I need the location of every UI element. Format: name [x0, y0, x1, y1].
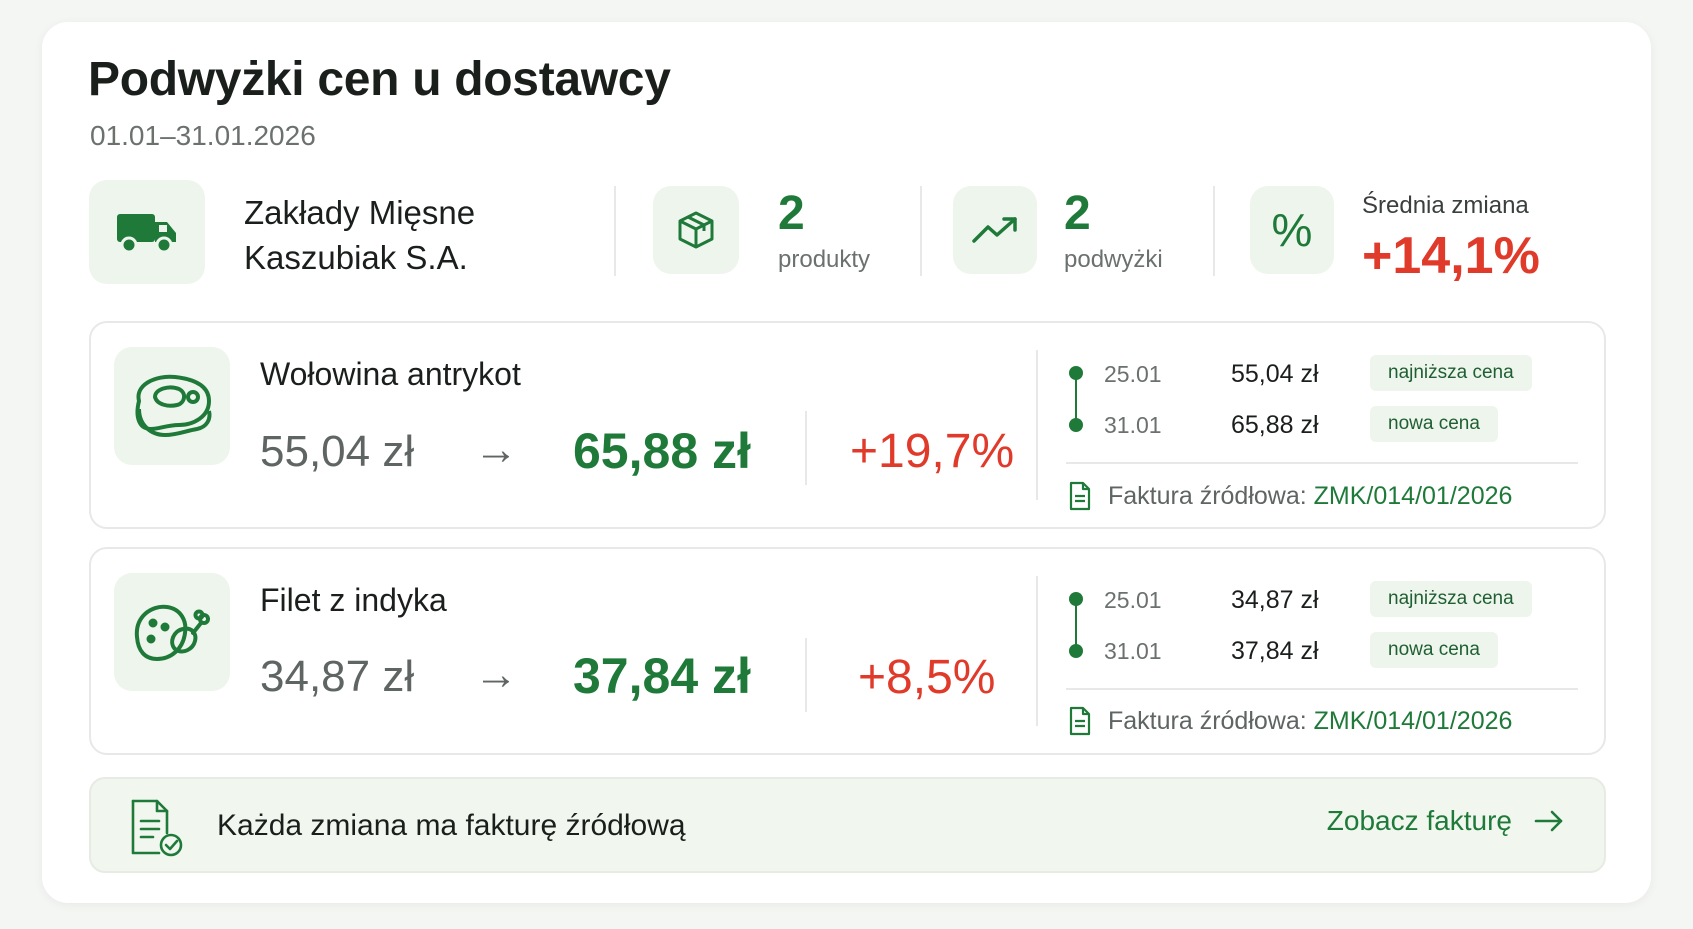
source-invoice[interactable]: Faktura źródłowa: ZMK/014/01/2026 — [1068, 706, 1512, 736]
invoice-number[interactable]: ZMK/014/01/2026 — [1313, 706, 1513, 735]
history-date: 25.01 — [1104, 361, 1162, 387]
timeline-line — [1075, 372, 1077, 424]
history-price: 37,84 zł — [1231, 637, 1319, 665]
supplier-name-line1: Zakłady Mięsne — [244, 194, 476, 231]
arrow-right-icon: → — [474, 650, 518, 699]
products-label: produkty — [778, 246, 871, 273]
price-change: +19,7% — [850, 425, 1015, 478]
document-icon — [1069, 481, 1091, 511]
product-card-turkey[interactable] — [89, 547, 1606, 755]
percent-icon: % — [1250, 186, 1334, 274]
divider — [920, 186, 922, 276]
history-price: 34,87 zł — [1231, 586, 1319, 614]
new-price: 65,88 zł — [573, 423, 751, 479]
divider — [1036, 576, 1038, 726]
timeline-dot — [1069, 592, 1083, 606]
increases-label: podwyżki — [1064, 246, 1163, 273]
avg-change-value: +14,1% — [1362, 227, 1540, 285]
timeline-dot — [1069, 644, 1083, 658]
history-price: 65,88 zł — [1231, 411, 1319, 439]
box-icon — [653, 186, 739, 274]
history-date: 31.01 — [1104, 638, 1162, 664]
price-change: +8,5% — [858, 651, 996, 704]
invoice-number[interactable]: ZMK/014/01/2026 — [1313, 481, 1513, 510]
divider — [805, 638, 807, 712]
page-title: Podwyżki cen u dostawcy — [88, 53, 671, 106]
new-price-badge: nowa cena — [1370, 406, 1498, 442]
document-check-icon — [129, 799, 185, 857]
divider — [614, 186, 616, 276]
history-date: 25.01 — [1104, 587, 1162, 613]
arrow-right-icon: → — [474, 425, 518, 474]
steak-icon — [114, 347, 230, 465]
supplier-name: Zakłady Mięsne Kaszubiak S.A. — [244, 190, 574, 280]
avg-change-label: Średnia zmiana — [1362, 192, 1529, 219]
products-count: 2 — [778, 187, 805, 240]
product-name: Filet z indyka — [260, 582, 447, 618]
percent-symbol: % — [1271, 204, 1313, 256]
product-name: Wołowina antrykot — [260, 356, 521, 392]
timeline-line — [1075, 598, 1077, 650]
divider — [1213, 186, 1215, 276]
arrow-right-icon — [1534, 810, 1563, 832]
new-price: 37,84 zł — [573, 648, 751, 704]
old-price: 34,87 zł — [260, 652, 415, 701]
new-price-badge: nowa cena — [1370, 632, 1498, 668]
invoice-label: Faktura źródłowa: — [1108, 706, 1307, 735]
divider — [1036, 350, 1038, 500]
product-card-beef[interactable] — [89, 321, 1606, 529]
history-date: 31.01 — [1104, 412, 1162, 438]
divider — [1066, 688, 1578, 690]
trending-up-icon — [953, 186, 1037, 274]
supplier-name-line2: Kaszubiak S.A. — [244, 239, 468, 276]
footer-bar: Każda zmiana ma fakturę źródłową Zobacz … — [89, 777, 1606, 873]
date-range: 01.01–31.01.2026 — [90, 120, 316, 151]
source-invoice[interactable]: Faktura źródłowa: ZMK/014/01/2026 — [1068, 481, 1512, 511]
document-icon — [1069, 706, 1091, 736]
lowest-price-badge: najniższa cena — [1370, 581, 1532, 617]
divider — [805, 411, 807, 485]
invoice-label: Faktura źródłowa: — [1108, 481, 1307, 510]
divider — [1066, 462, 1578, 464]
history-price: 55,04 zł — [1231, 360, 1319, 388]
poultry-icon — [114, 573, 230, 691]
increases-count: 2 — [1064, 187, 1091, 240]
view-invoice-link[interactable]: Zobacz fakturę — [1327, 805, 1564, 837]
lowest-price-badge: najniższa cena — [1370, 355, 1532, 391]
footer-text: Każda zmiana ma fakturę źródłową — [217, 809, 686, 842]
truck-icon — [89, 180, 205, 284]
timeline-dot — [1069, 418, 1083, 432]
old-price: 55,04 zł — [260, 427, 415, 476]
view-invoice-label: Zobacz fakturę — [1326, 805, 1512, 836]
timeline-dot — [1069, 366, 1083, 380]
